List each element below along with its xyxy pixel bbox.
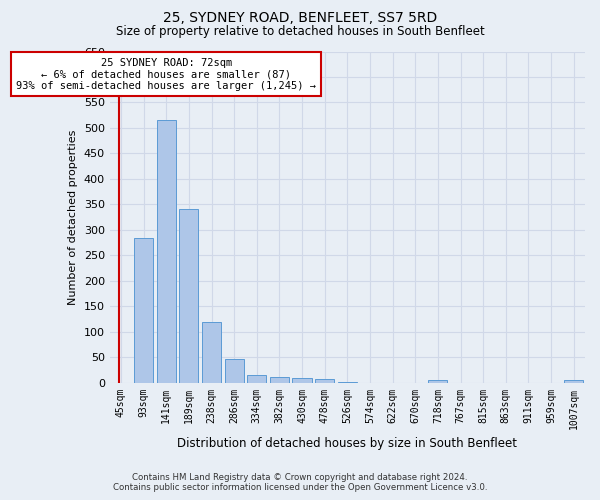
Bar <box>224 358 244 382</box>
Bar <box>270 376 289 382</box>
Bar <box>315 379 334 382</box>
Text: Size of property relative to detached houses in South Benfleet: Size of property relative to detached ho… <box>116 25 484 38</box>
Bar <box>134 238 153 382</box>
Bar <box>157 120 176 382</box>
Bar <box>428 380 448 382</box>
Bar <box>179 210 199 382</box>
Bar <box>292 378 311 382</box>
Bar <box>202 322 221 382</box>
Bar <box>247 374 266 382</box>
Bar <box>564 380 583 382</box>
Text: 25, SYDNEY ROAD, BENFLEET, SS7 5RD: 25, SYDNEY ROAD, BENFLEET, SS7 5RD <box>163 11 437 25</box>
Text: 25 SYDNEY ROAD: 72sqm
← 6% of detached houses are smaller (87)
93% of semi-detac: 25 SYDNEY ROAD: 72sqm ← 6% of detached h… <box>16 58 316 91</box>
Text: Contains HM Land Registry data © Crown copyright and database right 2024.
Contai: Contains HM Land Registry data © Crown c… <box>113 473 487 492</box>
Y-axis label: Number of detached properties: Number of detached properties <box>68 130 78 305</box>
X-axis label: Distribution of detached houses by size in South Benfleet: Distribution of detached houses by size … <box>178 437 517 450</box>
